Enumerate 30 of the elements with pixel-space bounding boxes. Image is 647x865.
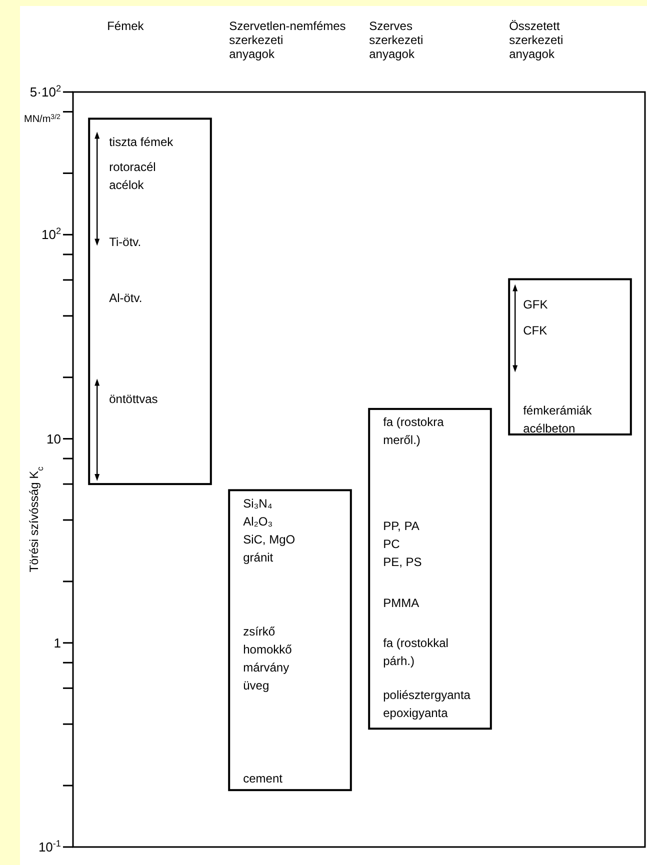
- annotation: PP, PA PC PE, PS: [383, 519, 422, 570]
- annotation: poliésztergyanta epoxigyanta: [383, 688, 471, 720]
- annotation: Si₃N₄ Al₂O₃ SiC, MgO gránit: [243, 496, 296, 564]
- bar: [88, 118, 212, 486]
- annotation: cement: [243, 771, 284, 786]
- annotation: fémkerámiák acélbeton: [523, 403, 593, 436]
- annotation: Ti-ötv.: [109, 234, 142, 249]
- text: MN/m$^{3/2}$: [24, 112, 61, 125]
- annotation: GFK: [523, 297, 548, 312]
- y-tick-label: 10$^{2}$: [41, 226, 61, 242]
- x-tick-label: Szervetlen-nemfémes szerkezeti anyagok: [229, 19, 346, 61]
- annotation: fa (rostokkal párh.): [383, 636, 448, 668]
- annotation: CFK: [523, 323, 548, 338]
- y-tick-label: 1: [54, 635, 61, 650]
- bar: [228, 489, 352, 792]
- annotation: zsírkő homokkő márvány üveg: [243, 624, 292, 692]
- bar: [368, 408, 492, 730]
- y-tick-label: 10$^{-1}$: [38, 838, 61, 855]
- annotation: rotoracél acélok: [109, 160, 156, 192]
- y-tick-label: 5·10$^{2}$: [30, 84, 61, 100]
- annotation: PMMA: [383, 596, 420, 610]
- x-tick-label: Összetett szerkezeti anyagok: [509, 19, 564, 61]
- annotation: öntöttvas: [109, 392, 158, 406]
- annotation: fa (rostokra meről.): [383, 415, 444, 448]
- y-tick-label: 10: [46, 431, 61, 446]
- x-tick-label: Fémek: [107, 19, 145, 33]
- bar: [508, 278, 632, 436]
- x-tick-label: Szerves szerkezeti anyagok: [369, 19, 424, 61]
- annotation: tiszta fémek: [109, 134, 174, 149]
- annotation: Al-ötv.: [109, 290, 142, 305]
